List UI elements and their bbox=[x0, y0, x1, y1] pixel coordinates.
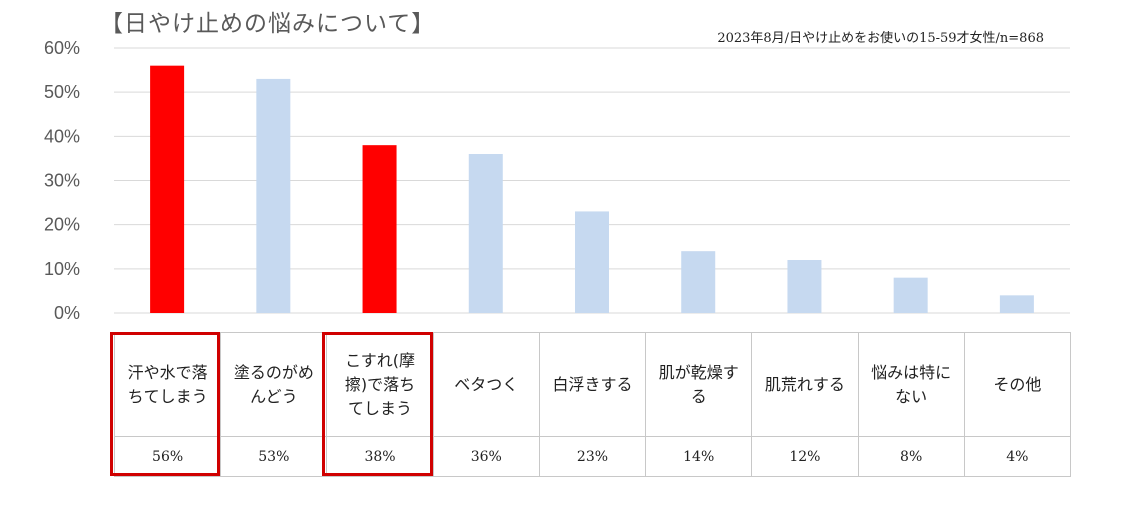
category-row: 汗や水で落ちてしまう 塗るのがめんどう こすれ(摩擦)で落ちてしまう ベタつく 白浮きす… bbox=[113, 332, 1071, 437]
bars bbox=[150, 65, 1034, 314]
data-value-label: 36% bbox=[432, 436, 540, 477]
y-axis-ticks: 0% 10% 20% 30% 40% 50% 60% bbox=[44, 38, 80, 323]
category-label-text: 肌荒れする bbox=[764, 374, 845, 394]
bar bbox=[362, 145, 397, 313]
y-tick-label: 60% bbox=[44, 38, 80, 58]
data-table: 汗や水で落ちてしまう 塗るのがめんどう こすれ(摩擦)で落ちてしまう ベタつく 白浮きす… bbox=[113, 332, 1071, 477]
data-value-label: 23% bbox=[538, 436, 647, 477]
y-tick-label: 30% bbox=[44, 171, 80, 191]
category-label: ベタつく bbox=[432, 332, 540, 437]
category-label: 白浮きする bbox=[538, 332, 647, 437]
category-label: 汗や水で落ちてしまう bbox=[113, 332, 222, 437]
category-label-text: こすれ(摩擦)で落ちてしまう bbox=[344, 350, 416, 418]
bar bbox=[468, 154, 503, 313]
y-tick-label: 0% bbox=[54, 303, 80, 323]
bar bbox=[681, 251, 716, 313]
y-tick-label: 50% bbox=[44, 82, 80, 102]
category-label-text: 白浮きする bbox=[552, 374, 633, 394]
category-label-text: 塗るのがめんどう bbox=[233, 362, 314, 406]
data-value-label: 53% bbox=[220, 436, 328, 477]
y-tick-label: 40% bbox=[44, 126, 80, 146]
category-label: 悩みは特にない bbox=[857, 332, 965, 437]
category-label: こすれ(摩擦)で落ちてしまう bbox=[326, 332, 434, 437]
bar bbox=[150, 65, 185, 314]
category-label: 塗るのがめんどう bbox=[220, 332, 328, 437]
category-label-text: 悩みは特にない bbox=[871, 362, 952, 406]
category-label: その他 bbox=[963, 332, 1071, 437]
data-value-label: 56% bbox=[113, 436, 222, 477]
bar bbox=[787, 260, 822, 313]
y-tick-label: 20% bbox=[44, 215, 80, 235]
category-label: 肌が乾燥する bbox=[645, 332, 753, 437]
y-tick-label: 10% bbox=[44, 259, 80, 279]
category-label-text: ベタつく bbox=[454, 374, 519, 394]
bar bbox=[575, 211, 609, 313]
data-value-label: 38% bbox=[326, 436, 434, 477]
bar bbox=[893, 277, 928, 313]
category-label: 肌荒れする bbox=[751, 332, 859, 437]
category-label-text: 肌が乾燥する bbox=[658, 362, 739, 406]
value-row: 56% 53% 38% 36% 23% 14% 12% 8% 4% bbox=[113, 436, 1071, 477]
data-value-label: 14% bbox=[645, 436, 753, 477]
chart-title: 【日やけ止めの悩みについて】 bbox=[100, 11, 436, 37]
chart-subtitle: 2023年8月/日やけ止めをお使いの15-59才女性/n=868 bbox=[717, 31, 1044, 46]
data-value-label: 4% bbox=[963, 436, 1071, 477]
data-value-label: 12% bbox=[751, 436, 859, 477]
bar bbox=[256, 78, 291, 314]
data-value-label: 8% bbox=[857, 436, 965, 477]
category-label-text: 汗や水で落ちてしまう bbox=[127, 362, 208, 406]
bar bbox=[999, 295, 1034, 313]
category-label-text: その他 bbox=[993, 374, 1042, 394]
